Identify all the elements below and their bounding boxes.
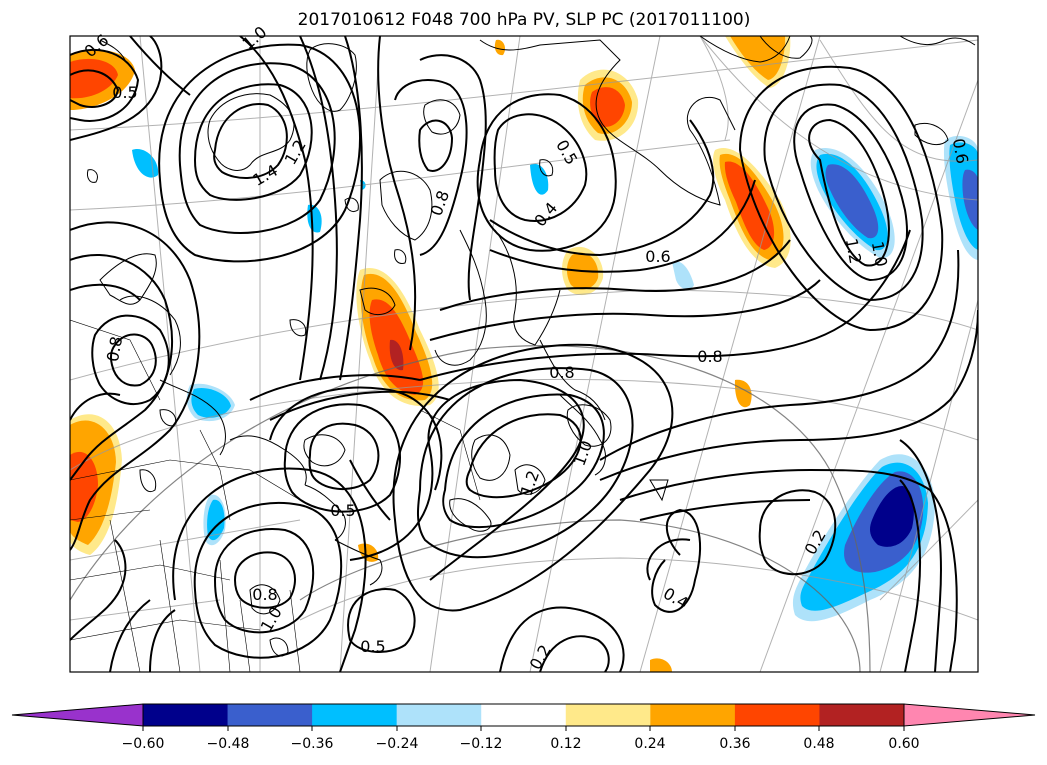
colorbar-tick-label: −0.48 bbox=[207, 736, 250, 752]
coastlines bbox=[87, 36, 976, 657]
colorbar-segment bbox=[819, 704, 905, 726]
colorbar-segment bbox=[143, 704, 229, 726]
contour-label: 0.5 bbox=[112, 83, 137, 102]
colorbar-tick-label: 0.12 bbox=[550, 736, 581, 752]
contour-label: 0.6 bbox=[645, 247, 670, 266]
contour-label: 0.8 bbox=[549, 363, 574, 382]
contour-label: 0.6 bbox=[949, 137, 972, 165]
colorbar-tick-label: −0.36 bbox=[291, 736, 334, 752]
map-title: 2017010612 F048 700 hPa PV, SLP PC (2017… bbox=[297, 10, 751, 30]
colorbar-segments bbox=[11, 703, 1036, 727]
contour-label: 0.8 bbox=[697, 347, 722, 366]
colorbar-segment bbox=[734, 704, 820, 726]
colorbar-ticks: −0.60 −0.48 −0.36 −0.24 −0.12 0.12 0.24 … bbox=[122, 726, 920, 752]
contour-label: 0.8 bbox=[252, 585, 277, 604]
colorbar-extend-high bbox=[903, 703, 1036, 727]
colorbar-tick-label: 0.24 bbox=[634, 736, 665, 752]
colorbar-segment bbox=[481, 704, 567, 726]
contour-label: 0.5 bbox=[330, 501, 355, 520]
colorbar-outline bbox=[142, 703, 905, 727]
contour-label: 0.5 bbox=[360, 637, 385, 656]
slp-contours bbox=[70, 36, 978, 672]
colorbar-segment bbox=[565, 704, 651, 726]
map-frame bbox=[69, 35, 979, 673]
warm-anomaly bbox=[70, 36, 791, 672]
colorbar-extend-low bbox=[11, 703, 144, 727]
colorbar-tick-label: 0.48 bbox=[803, 736, 834, 752]
contour-label: 1.0 bbox=[868, 240, 891, 268]
map-panel: 0.6 0.5 1.0 1.2 1.4 0.8 0.5 0.4 0.6 1.2 … bbox=[69, 22, 979, 673]
colorbar-segment bbox=[227, 704, 313, 726]
contour-label: 0.8 bbox=[103, 335, 126, 363]
colorbar-segment bbox=[312, 704, 398, 726]
colorbar-tick-label: 0.60 bbox=[888, 736, 919, 752]
colorbar-tick-label: −0.60 bbox=[122, 736, 165, 752]
colorbar-segment bbox=[650, 704, 736, 726]
contour-label: 1.2 bbox=[842, 237, 865, 265]
colorbar-segment bbox=[396, 704, 482, 726]
colorbar-tick-label: −0.12 bbox=[460, 736, 503, 752]
colorbar-tick-label: −0.24 bbox=[376, 736, 419, 752]
colorbar-tick-label: 0.36 bbox=[719, 736, 750, 752]
